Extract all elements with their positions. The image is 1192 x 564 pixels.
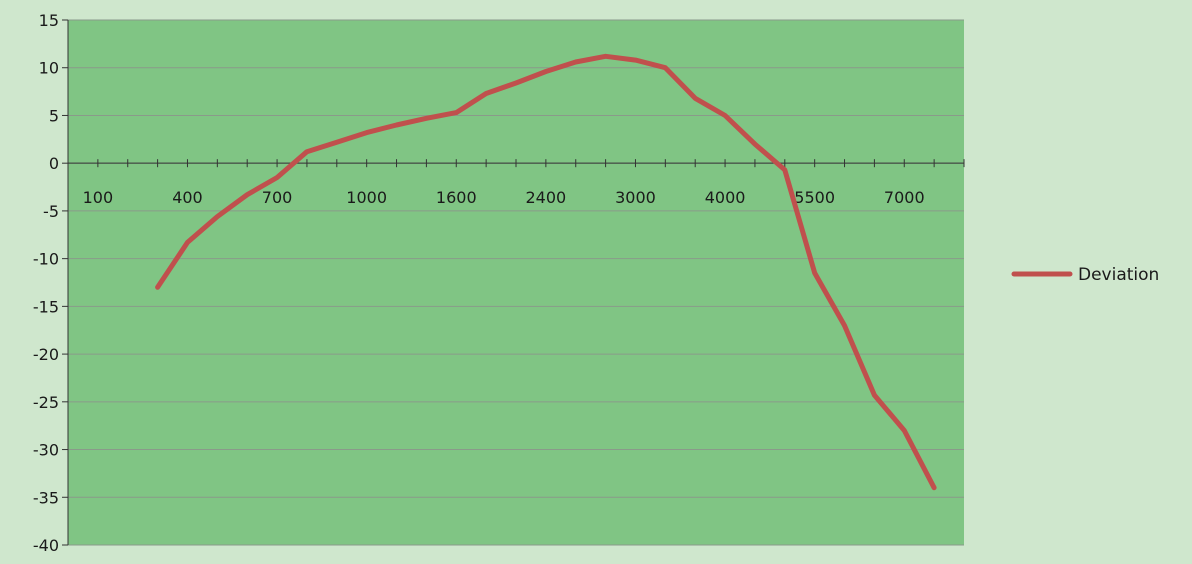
series-line-deviation bbox=[155, 53, 937, 491]
legend-label-deviation: Deviation bbox=[1078, 265, 1159, 285]
x-tick-label: 1000 bbox=[346, 188, 387, 207]
x-tick-label: 100 bbox=[83, 188, 114, 207]
y-tick-label: -25 bbox=[33, 393, 59, 412]
x-tick-label: 400 bbox=[172, 188, 203, 207]
y-tick-label: 0 bbox=[49, 154, 59, 173]
x-tick-label: 7000 bbox=[884, 188, 925, 207]
y-tick-label: 15 bbox=[39, 11, 59, 30]
legend: Deviation bbox=[1011, 265, 1159, 285]
y-tick-label: 10 bbox=[39, 59, 59, 78]
y-tick-label: -40 bbox=[33, 536, 59, 555]
x-axis: 100 400 700 1000 1600 2400 3000 4000 5500 7000 bbox=[67, 159, 965, 207]
plot-area bbox=[68, 20, 964, 545]
y-tick-label: -20 bbox=[33, 345, 59, 364]
y-tick-label: -35 bbox=[33, 488, 59, 507]
y-tick-label: -30 bbox=[33, 441, 59, 460]
y-tick-label: 5 bbox=[49, 106, 59, 125]
x-tick-label: 700 bbox=[262, 188, 293, 207]
y-tick-label: -5 bbox=[43, 202, 59, 221]
y-axis: 15 10 5 0 -5 -10 -15 -20 -25 -30 -35 -40 bbox=[33, 11, 69, 555]
x-tick-label: 3000 bbox=[615, 188, 656, 207]
grid-lines bbox=[68, 19, 964, 546]
x-tick-label: 4000 bbox=[705, 188, 746, 207]
series-layer bbox=[155, 53, 937, 491]
x-tick-label: 1600 bbox=[436, 188, 477, 207]
y-tick-label: -15 bbox=[33, 297, 59, 316]
x-tick-label: 2400 bbox=[526, 188, 567, 207]
y-tick-label: -10 bbox=[33, 250, 59, 269]
x-tick-label: 5500 bbox=[794, 188, 835, 207]
